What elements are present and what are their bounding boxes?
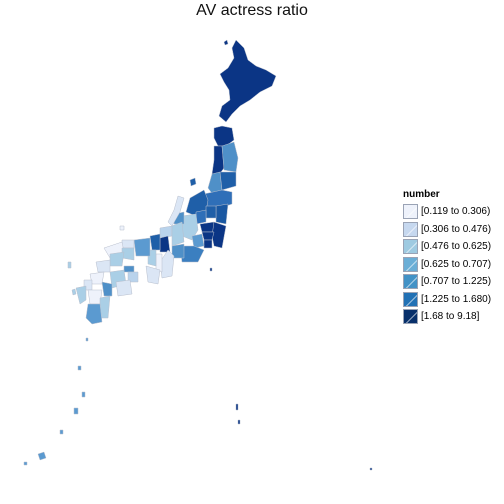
legend-swatch (403, 239, 418, 255)
region-tottori (121, 239, 135, 249)
region-ryukyu-4 (73, 407, 79, 415)
region-oita (101, 281, 113, 297)
region-kanagawa (203, 239, 213, 249)
legend-item: [0.707 to 1.225) (403, 273, 491, 291)
region-chiba (211, 221, 227, 249)
region-kagawa (123, 265, 135, 273)
region-gifu (171, 221, 185, 247)
region-shizuoka (179, 245, 205, 263)
region-goto-islands (71, 288, 77, 296)
region-miyazaki (99, 295, 111, 319)
region-kyoto (149, 233, 161, 251)
region-shiga (159, 235, 171, 253)
legend-swatch (403, 274, 418, 290)
legend-label: [0.119 to 0.306) (421, 206, 491, 218)
region-gunma (195, 209, 207, 225)
region-oki-islands (119, 225, 125, 231)
region-hyogo (133, 237, 151, 257)
region-ogasawara-1 (235, 403, 239, 411)
region-kagoshima (85, 303, 103, 325)
region-okinawa-islet (23, 461, 28, 466)
region-ryukyu-5 (59, 429, 64, 435)
legend-item: [0.476 to 0.625) (403, 238, 491, 256)
region-iwate (221, 141, 239, 173)
legend-swatch (403, 309, 418, 325)
region-izu-islands (209, 267, 213, 272)
legend-label: [1.68 to 9.18] (421, 311, 480, 323)
region-saitama (199, 221, 215, 233)
legend-item: [0.119 to 0.306) (403, 203, 491, 221)
region-tokushima (127, 271, 139, 283)
legend-item: [0.625 to 0.707) (403, 256, 491, 274)
region-okinawa (37, 451, 47, 461)
region-aomori (213, 125, 235, 147)
legend-label: [0.476 to 0.625) (421, 241, 492, 253)
region-ryukyu-2 (77, 365, 82, 371)
region-kochi (115, 279, 133, 297)
region-hokkaido (218, 39, 277, 123)
region-tokyo (201, 231, 215, 241)
legend-label: [1.225 to 1.680) (421, 293, 492, 305)
region-hiroshima (109, 251, 125, 267)
region-ogasawara-2 (237, 419, 241, 425)
region-ogasawara-3 (369, 467, 373, 471)
legend-item: [1.68 to 9.18] (403, 308, 491, 326)
region-miyagi (219, 171, 237, 191)
legend-label: [0.707 to 1.225) (421, 276, 492, 288)
region-yamaguchi (95, 259, 111, 273)
region-fukui (159, 225, 173, 239)
region-ryukyu-3 (81, 391, 86, 398)
legend-title: number (403, 189, 440, 200)
region-ryukyu-1 (85, 337, 89, 342)
legend-swatch (403, 291, 418, 307)
legend-swatch (403, 221, 418, 237)
legend-item: [1.225 to 1.680) (403, 291, 491, 309)
map-title: AV actress ratio (196, 2, 308, 19)
region-tochigi (205, 205, 217, 219)
legend-item: [0.306 to 0.476) (403, 221, 491, 239)
legend-label: [0.625 to 0.707) (421, 258, 492, 270)
region-sado-island (189, 177, 197, 187)
map-legend: number [0.119 to 0.306) [0.306 to 0.476)… (403, 189, 491, 326)
legend-swatch (403, 256, 418, 272)
region-ibaraki (215, 203, 229, 225)
legend-swatch (403, 204, 418, 220)
legend-label: [0.306 to 0.476) (421, 223, 492, 235)
region-tsushima (67, 261, 72, 269)
region-yamanashi (191, 233, 205, 249)
region-wakayama (145, 265, 161, 285)
region-hokkaido-islet (223, 39, 229, 46)
region-nagasaki (75, 285, 87, 305)
